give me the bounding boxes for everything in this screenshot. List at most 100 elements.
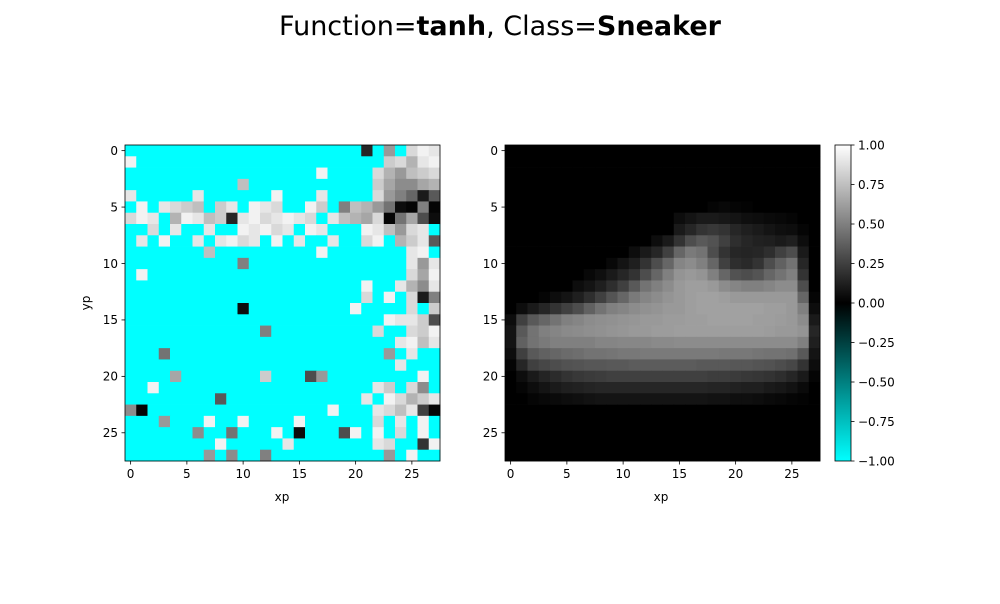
left-heatmap-cell	[316, 280, 328, 293]
left-heatmap-cell	[383, 404, 396, 417]
right-heatmap-cell	[808, 190, 821, 202]
right-heatmap-cell	[628, 145, 641, 157]
right-heatmap-cell	[797, 303, 810, 315]
left-heatmap-x-tick-label: 10	[235, 467, 250, 481]
right-heatmap-cell	[516, 145, 528, 157]
left-heatmap-cell	[383, 370, 396, 383]
right-heatmap-cell	[808, 370, 821, 383]
left-heatmap-cell	[237, 178, 250, 191]
right-heatmap-cell	[595, 291, 607, 304]
right-heatmap-cell	[730, 212, 742, 225]
right-heatmap-cell	[550, 235, 562, 247]
right-heatmap-cell	[527, 280, 540, 293]
right-heatmap-cell	[797, 449, 810, 462]
left-heatmap-cell	[372, 427, 385, 439]
right-heatmap-cell	[662, 303, 675, 315]
right-heatmap-cell	[640, 370, 652, 383]
left-heatmap-cell	[170, 291, 182, 304]
left-heatmap-cell	[136, 291, 148, 304]
right-heatmap-cell	[707, 449, 720, 462]
right-heatmap-cell	[752, 348, 765, 360]
left-heatmap-cell	[237, 201, 250, 214]
left-heatmap-cell	[192, 336, 205, 349]
left-heatmap-cell	[406, 303, 418, 315]
right-heatmap-cell	[606, 427, 618, 439]
colorbar-tick-label: 0.75	[858, 178, 885, 192]
right-heatmap-cell	[808, 438, 821, 451]
right-heatmap-cell	[640, 427, 652, 439]
left-heatmap-cell	[417, 382, 430, 394]
left-heatmap-cell	[316, 382, 328, 394]
right-heatmap-cell	[538, 167, 551, 180]
right-heatmap-cell	[752, 178, 765, 191]
right-heatmap-cell	[707, 178, 720, 191]
left-heatmap-cell	[237, 404, 250, 417]
right-heatmap-cell	[516, 156, 528, 168]
left-heatmap-cell	[226, 235, 238, 247]
right-heatmap-cell	[606, 167, 618, 180]
left-heatmap-cell	[158, 325, 171, 338]
right-heatmap-y-tick-label: 20	[483, 370, 498, 384]
left-heatmap-y-tick-label: 25	[103, 426, 118, 440]
right-heatmap-cell	[786, 359, 798, 372]
right-heatmap-cell	[808, 269, 821, 281]
left-heatmap-cell	[350, 359, 362, 372]
right-heatmap-cell	[685, 224, 697, 236]
left-heatmap-cell	[327, 348, 340, 360]
left-heatmap-cell	[316, 348, 328, 360]
right-heatmap-cell	[527, 393, 540, 405]
right-heatmap-cell	[617, 291, 630, 304]
left-heatmap-cell	[170, 314, 182, 326]
right-heatmap-cell	[786, 427, 798, 439]
right-heatmap-cell	[583, 325, 596, 338]
right-heatmap-cell	[538, 359, 551, 372]
left-heatmap-cell	[293, 348, 306, 360]
right-heatmap-cell	[505, 178, 517, 191]
right-heatmap-cell	[628, 178, 641, 191]
left-heatmap-cell	[260, 325, 272, 338]
left-heatmap-cell	[282, 178, 295, 191]
left-heatmap-cell	[170, 393, 182, 405]
left-heatmap-cell	[181, 314, 193, 326]
left-heatmap-cell	[226, 212, 238, 225]
right-heatmap-cell	[685, 269, 697, 281]
right-heatmap-cell	[606, 314, 618, 326]
right-heatmap-cell	[583, 359, 596, 372]
right-heatmap-cell	[561, 235, 573, 247]
left-heatmap-cell	[271, 404, 283, 417]
right-heatmap-cell	[538, 190, 551, 202]
left-heatmap-cell	[170, 370, 182, 383]
right-heatmap-cell	[561, 145, 573, 157]
right-heatmap-cell	[673, 224, 686, 236]
left-heatmap-cell	[170, 212, 182, 225]
right-heatmap-cell	[775, 178, 787, 191]
right-heatmap-cell	[718, 167, 731, 180]
right-heatmap-cell	[786, 190, 798, 202]
left-heatmap-cell	[316, 325, 328, 338]
left-heatmap-cell	[372, 156, 385, 168]
left-heatmap-cell	[237, 246, 250, 259]
right-heatmap-cell	[673, 303, 686, 315]
right-heatmap-cell	[561, 212, 573, 225]
right-heatmap-cell	[561, 190, 573, 202]
left-heatmap-cell	[237, 427, 250, 439]
right-heatmap-cell	[662, 178, 675, 191]
right-heatmap-cell	[606, 190, 618, 202]
left-heatmap-cell	[383, 314, 396, 326]
right-heatmap-cell	[516, 178, 528, 191]
left-heatmap-cell	[327, 449, 340, 462]
right-heatmap-cell	[628, 167, 641, 180]
right-heatmap-cell	[673, 201, 686, 214]
left-heatmap-cell	[192, 178, 205, 191]
right-heatmap-cell	[730, 393, 742, 405]
left-heatmap-cell	[327, 156, 340, 168]
right-heatmap-cell	[572, 427, 585, 439]
right-heatmap-cell	[628, 370, 641, 383]
right-heatmap-cell	[595, 359, 607, 372]
left-heatmap-cell	[395, 348, 407, 360]
left-heatmap-cell	[327, 370, 340, 383]
left-heatmap-cell	[406, 393, 418, 405]
left-heatmap-cell	[293, 178, 306, 191]
left-heatmap-cell	[316, 246, 328, 259]
right-heatmap-cell	[595, 336, 607, 349]
